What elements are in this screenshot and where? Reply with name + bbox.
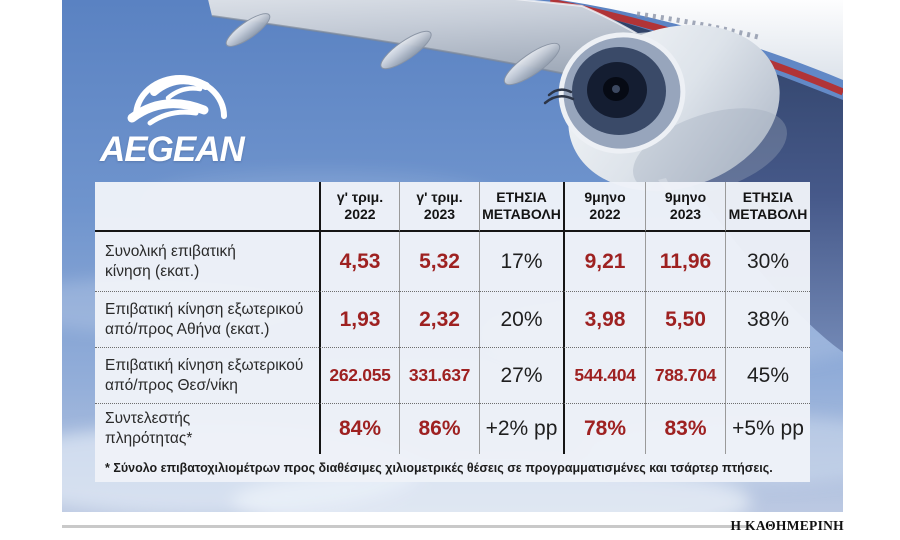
table-cell: 331.637 (399, 348, 479, 404)
credit-strip: Η ΚΑΘΗΜΕΡΙΝΗ (0, 512, 900, 540)
table-header-q3-2023: γ' τριμ. 2023 (399, 182, 479, 232)
table-footnote: * Σύνολο επιβατοχιλιομέτρων προς διαθέσι… (105, 461, 773, 475)
engine-bird-decal-icon (543, 88, 575, 105)
traffic-table: γ' τριμ. 2022 γ' τριμ. 2023 ΕΤΗΣΙΑ ΜΕΤΑΒΟΛΗ… (95, 182, 810, 482)
table-cell: 27% (479, 348, 563, 404)
table-header-annual-change-1: ΕΤΗΣΙΑ ΜΕΤΑΒΟΛΗ (479, 182, 563, 232)
row-label-load-factor: Συντελεστής πληρότητας* (105, 410, 193, 447)
credit-rule (62, 525, 752, 528)
table-cell: 4,53 (319, 232, 399, 292)
table-header-annual-change-2: ΕΤΗΣΙΑ ΜΕΤΑΒΟΛΗ (725, 182, 810, 232)
table-header-9m-2023: 9μηνο 2023 (645, 182, 725, 232)
table-cell: 83% (645, 404, 725, 454)
table-cell: 544.404 (563, 348, 645, 404)
table-cell: 5,50 (645, 292, 725, 348)
table-header-q3-2022: γ' τριμ. 2022 (319, 182, 399, 232)
fuselage-markings (636, 11, 763, 41)
flap-fairings (225, 13, 561, 86)
table-cell: 1,93 (319, 292, 399, 348)
table-cell: 38% (725, 292, 810, 348)
table-cell: 17% (479, 232, 563, 292)
table-cell: 9,21 (563, 232, 645, 292)
table-cell: 86% (399, 404, 479, 454)
table-cell: 3,98 (563, 292, 645, 348)
table-header-empty (95, 182, 319, 232)
engine-spinner (612, 85, 620, 93)
table-cell: 788.704 (645, 348, 725, 404)
aegean-logo: AEGEAN (100, 66, 270, 170)
nacelle-shading (633, 108, 787, 196)
table-cell: 84% (319, 404, 399, 454)
table-cell: 2,32 (399, 292, 479, 348)
table-cell: +2% pp (479, 404, 563, 454)
publisher-credit: Η ΚΑΘΗΜΕΡΙΝΗ (730, 518, 844, 533)
aegean-wordmark: AEGEAN (100, 130, 245, 169)
airplane (208, 0, 843, 352)
row-label-athens-international: Επιβατική κίνηση εξωτερικού από/προς Αθήν… (95, 292, 319, 348)
fuselage-top (560, 0, 843, 80)
table-cell: +5% pp (725, 404, 810, 454)
row-label-thessaloniki-international: Επιβατική κίνηση εξωτερικού από/προς Θεσ/… (95, 348, 319, 404)
table-cell: 5,32 (399, 232, 479, 292)
table-header-9m-2022: 9μηνο 2022 (563, 182, 645, 232)
table-cell: 11,96 (645, 232, 725, 292)
table-cell: 78% (563, 404, 645, 454)
table-cell: 45% (725, 348, 810, 404)
table-cell: 262.055 (319, 348, 399, 404)
row-label-total-traffic: Συνολική επιβατική κίνηση (εκατ.) (95, 232, 319, 292)
table-cell: 20% (479, 292, 563, 348)
table-cell: 30% (725, 232, 810, 292)
aegean-birds-icon (127, 75, 227, 126)
